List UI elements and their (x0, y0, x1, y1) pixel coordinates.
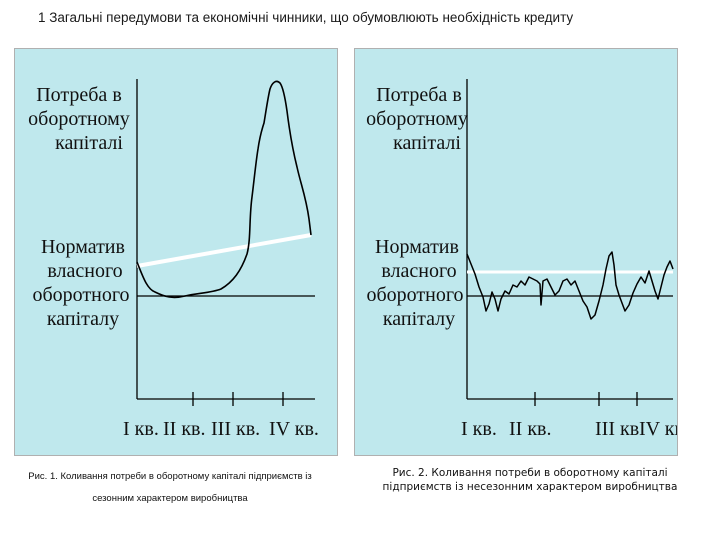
x-axis-labels: І кв. ІІ кв. ІІІ кв. ІV кв. (123, 418, 319, 440)
y-label-line-1: Потреба в (36, 84, 122, 106)
x-label-q3: ІІІ кв (595, 418, 639, 440)
y-label-line-2: оборотному (366, 108, 468, 130)
y-axis-label: Потреба в оборотному капіталі (28, 84, 130, 154)
diagram-seasonal-canvas: Потреба в оборотному капіталі Норматив в… (28, 79, 319, 440)
diagram-seasonal: Потреба в оборотному капіталі Норматив в… (14, 48, 338, 456)
y-label-line-3: капіталі (55, 132, 123, 154)
x-label-q1: І кв. (461, 418, 497, 440)
slide-title: 1 Загальні передумови та економічні чинн… (38, 10, 574, 25)
x-axis-labels: І кв. ІІ кв. ІІІ кв ІV кв. (461, 418, 677, 440)
x-label-q3: ІІІ кв. (211, 418, 260, 440)
norm-label-line-1: Норматив (375, 236, 459, 258)
diagram-nonseasonal-canvas: Потреба в оборотному капіталі Норматив в… (366, 79, 677, 440)
normative-line (136, 233, 312, 268)
x-label-q4: ІV кв. (639, 418, 677, 440)
demand-curve-nonseasonal (466, 251, 674, 320)
x-label-q2: ІІ кв. (509, 418, 551, 440)
norm-label: Норматив власного оборотного капіталу (366, 236, 463, 330)
norm-label-line-4: капіталу (383, 308, 455, 330)
x-label-q1: І кв. (123, 418, 159, 440)
norm-label-line-2: власного (47, 260, 122, 282)
y-axis-label: Потреба в оборотному капіталі (366, 84, 468, 154)
norm-label-line-4: капіталу (47, 308, 119, 330)
x-label-q2: ІІ кв. (163, 418, 205, 440)
diagram-nonseasonal: Потреба в оборотному капіталі Норматив в… (354, 48, 678, 456)
y-label-line-1: Потреба в (376, 84, 462, 106)
caption-figure-1: Рис. 1. Коливання потреби в оборотному к… (28, 471, 312, 504)
norm-label-line-3: оборотного (32, 284, 129, 306)
y-label-line-3: капіталі (393, 132, 461, 154)
norm-label-line-1: Норматив (41, 236, 125, 258)
norm-label-line-2: власного (381, 260, 456, 282)
demand-curve-seasonal (136, 80, 312, 299)
y-label-line-2: оборотному (28, 108, 130, 130)
x-label-q4: ІV кв. (269, 418, 319, 440)
caption-figure-2: Рис. 2. Коливання потреби в оборотному к… (382, 467, 678, 493)
norm-label: Норматив власного оборотного капіталу (32, 236, 129, 330)
norm-label-line-3: оборотного (366, 284, 463, 306)
